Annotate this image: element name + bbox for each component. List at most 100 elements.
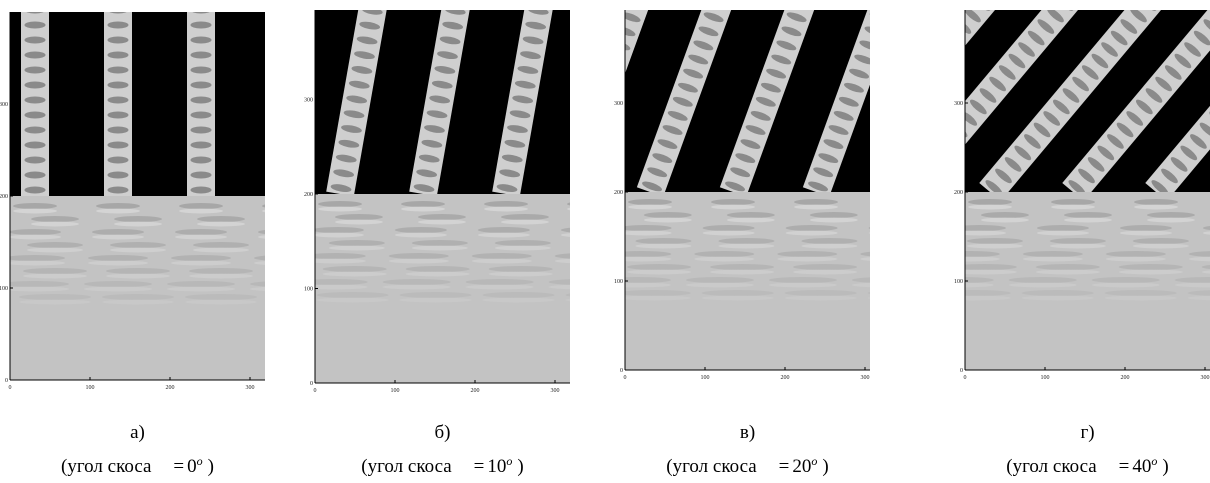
wave <box>851 277 870 283</box>
stripe-dot <box>979 88 997 103</box>
wave <box>801 243 858 249</box>
wave <box>1051 204 1095 210</box>
wave <box>884 238 940 244</box>
wave <box>482 297 555 303</box>
wave <box>318 201 362 207</box>
wave <box>1063 212 1112 218</box>
stripe-dot <box>527 10 549 15</box>
stripe-dot <box>572 75 593 94</box>
x-tick-label: 0 <box>964 375 967 381</box>
wave <box>179 203 223 209</box>
y-tick-label: 300 <box>304 98 313 104</box>
stripe-dot <box>672 96 693 107</box>
wave <box>965 290 1011 296</box>
caption-end: ) <box>517 456 523 477</box>
wave <box>175 229 227 235</box>
wave <box>316 297 389 303</box>
wave <box>784 295 857 301</box>
stripe-dot <box>1120 19 1138 34</box>
equals: = <box>779 456 790 477</box>
wave <box>877 199 921 205</box>
stripe-dot <box>657 139 678 149</box>
wave <box>1091 282 1160 288</box>
stripe-dot <box>190 66 212 74</box>
wave <box>884 238 940 244</box>
wave <box>965 277 994 283</box>
stripe-dot <box>1091 53 1109 69</box>
panel-label: б) <box>435 422 451 443</box>
wave <box>382 284 451 290</box>
angle: 40 <box>1132 456 1151 477</box>
wave <box>966 238 1023 244</box>
stripe-dot <box>1180 145 1198 161</box>
wave <box>10 255 65 261</box>
stripe-dot <box>732 0 753 1</box>
wave <box>10 260 65 266</box>
wave <box>27 242 83 248</box>
stripe-dot <box>341 125 362 133</box>
stripe-dot <box>1193 30 1210 46</box>
stripe-dot <box>771 54 792 65</box>
stripe <box>719 10 870 192</box>
wave <box>625 230 672 236</box>
wave <box>876 270 940 275</box>
caption-start: (угол скоса <box>1006 456 1097 477</box>
wave <box>477 227 530 233</box>
stripe-dot <box>496 184 518 192</box>
stripe-dot <box>274 172 295 179</box>
stripe-dot <box>1068 180 1086 192</box>
wave <box>694 256 755 262</box>
y-tick-label: 100 <box>954 279 963 285</box>
stripe-dot <box>333 169 355 178</box>
stripe-dot <box>1064 0 1085 1</box>
stripe-dot <box>522 36 544 45</box>
wave <box>1118 269 1183 275</box>
y-tick-label: 100 <box>0 286 8 292</box>
wave <box>968 199 1012 205</box>
wave <box>965 230 1006 236</box>
stripe-dot <box>920 155 941 174</box>
angle: 10 <box>487 456 506 477</box>
stripe <box>409 10 570 194</box>
stripe-dot <box>210 0 232 10</box>
wave <box>388 258 449 264</box>
wave <box>322 266 387 272</box>
stripe-dot <box>870 17 891 36</box>
stripe-dot <box>277 39 299 53</box>
stripe-dot <box>929 144 950 163</box>
wave <box>726 217 775 223</box>
wave <box>711 204 755 210</box>
stripe-dot <box>424 125 445 133</box>
wave <box>785 225 838 231</box>
stripe-dot <box>605 35 627 46</box>
wave <box>625 282 671 288</box>
wave <box>627 269 692 275</box>
stripe-dot <box>590 124 612 135</box>
stripe-dot <box>735 153 756 164</box>
wave <box>96 208 140 214</box>
stripe <box>187 12 215 196</box>
stripe-dot <box>808 181 828 192</box>
panel-label: г) <box>1080 422 1094 443</box>
stripe-dot <box>578 166 599 185</box>
stripe-dot <box>985 180 1003 192</box>
wave <box>193 247 249 253</box>
wave <box>401 201 445 207</box>
wave <box>870 270 934 275</box>
wave <box>1049 238 1106 244</box>
y-tick-label: 300 <box>0 102 8 108</box>
wave <box>794 199 838 205</box>
wave <box>394 227 447 233</box>
wave <box>417 219 466 225</box>
stripe-dot <box>274 22 295 29</box>
stripe-dot <box>107 156 129 164</box>
caption: (угол скоса = 0o) <box>61 454 214 477</box>
y-tick-label: 300 <box>954 101 963 107</box>
stripe-dot <box>274 127 295 134</box>
stripe-dot <box>24 66 46 74</box>
wave <box>898 212 946 218</box>
stripe-dot <box>293 0 315 10</box>
stripe-dot <box>1130 10 1147 23</box>
wave <box>702 225 755 231</box>
stripe-dot <box>190 126 212 134</box>
